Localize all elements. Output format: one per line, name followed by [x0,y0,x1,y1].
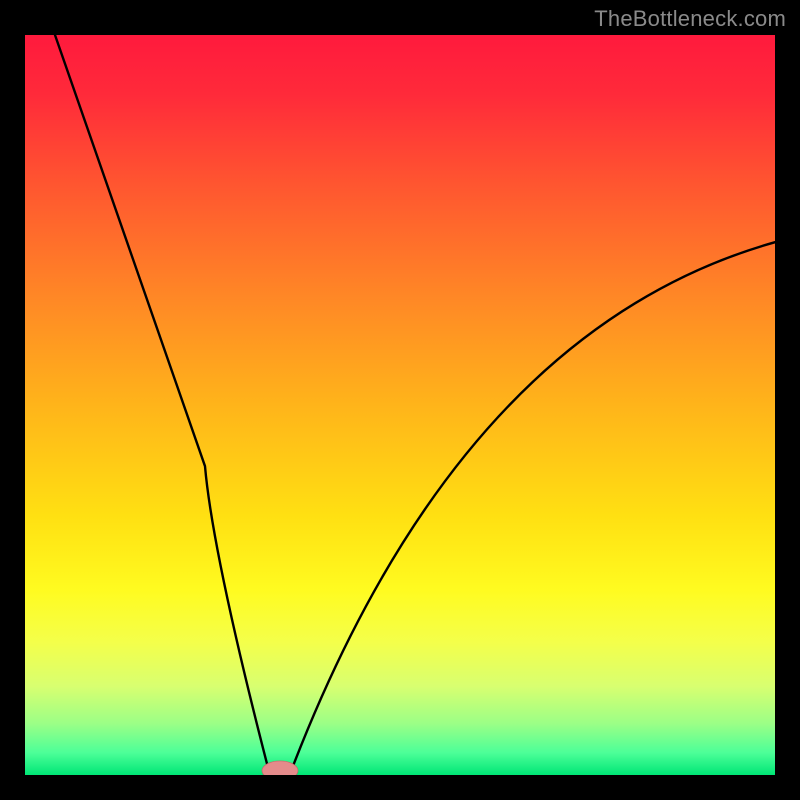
chart-svg [25,35,775,775]
watermark-text: TheBottleneck.com [594,6,786,32]
chart-frame: TheBottleneck.com [0,0,800,800]
gradient-background [25,35,775,775]
plot-area [25,35,775,775]
